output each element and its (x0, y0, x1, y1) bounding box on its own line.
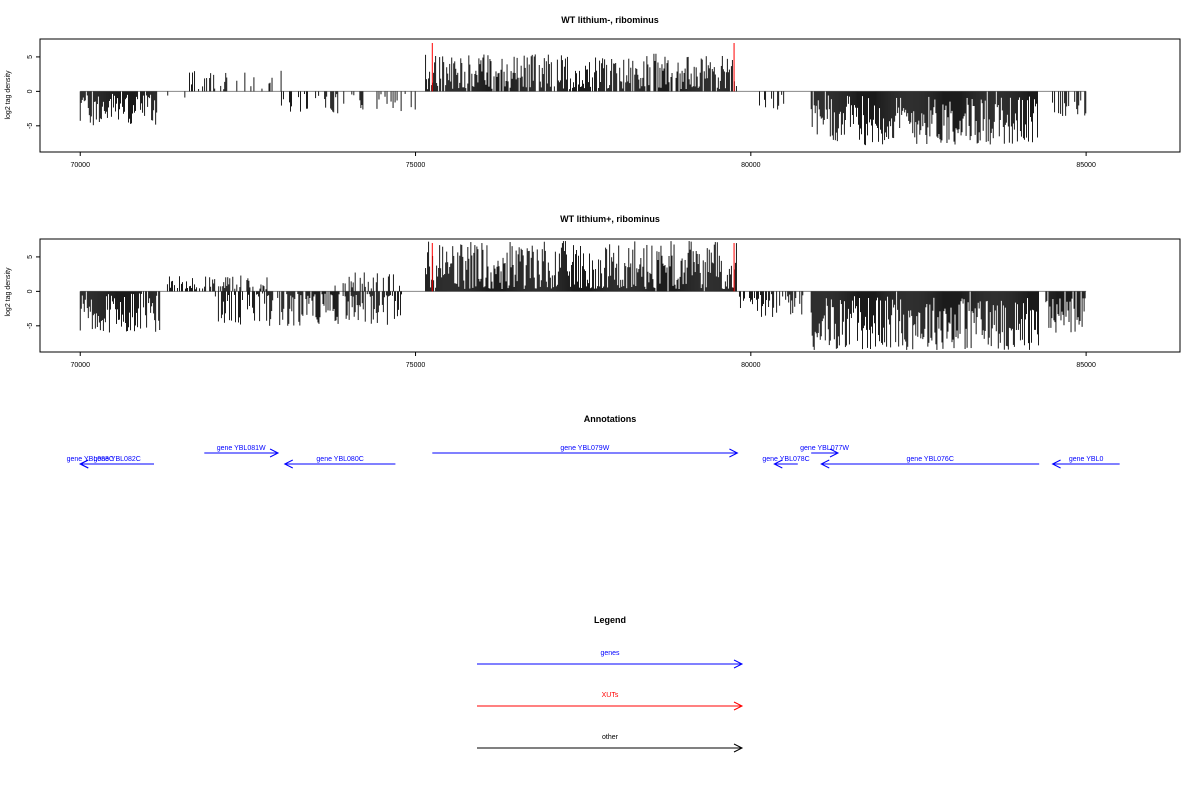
gene-label: gene YBL081W (217, 445, 266, 452)
gene-label: gene YBL0 (1069, 456, 1104, 463)
x-tick-label: 85000 (1076, 362, 1096, 369)
y-tick-label: -5 (27, 123, 34, 129)
gene-label: gene YBL082C (93, 456, 140, 463)
x-tick-label: 70000 (71, 162, 91, 169)
track-panel-lithium-plus: WT lithium+, ribominus log2 tag density … (5, 214, 1181, 369)
gene-arrow: gene YBL080C (283, 456, 396, 469)
panel-title: WT lithium+, ribominus (560, 214, 660, 224)
gene-label: gene YBL076C (907, 456, 954, 463)
legend-items: genes XUTs other (477, 650, 744, 753)
track-panel-lithium-minus: WT lithium-, ribominus log2 tag density … (5, 15, 1181, 169)
x-tick-label: 80000 (741, 162, 761, 169)
x-tick-label: 70000 (71, 362, 91, 369)
panel-title: WT lithium-, ribominus (561, 15, 659, 25)
y-tick-label: 5 (27, 55, 34, 59)
gene-label: gene YBL079W (560, 445, 609, 452)
legend-item: genes (477, 650, 744, 669)
annotations-title: Annotations (584, 414, 637, 424)
gene-arrow: gene YBL076C (820, 456, 1040, 469)
gene-label: gene YBL080C (316, 456, 363, 463)
x-tick-label: 85000 (1076, 162, 1096, 169)
gene-arrow: gene YBL079W (432, 445, 739, 458)
y-tick-label: 0 (27, 289, 34, 293)
gene-label: gene YBL083C (67, 456, 114, 463)
x-tick-label: 75000 (406, 362, 426, 369)
legend-title: Legend (594, 615, 626, 625)
gene-arrow: gene YBL078C (762, 456, 810, 469)
gene-label: gene YBL077W (800, 445, 849, 452)
legend-label: genes (600, 650, 620, 657)
gene-label: gene YBL078C (762, 456, 809, 463)
axes: 70000 75000 80000 85000 -5 0 5 (27, 55, 1096, 169)
legend-item: other (477, 734, 744, 753)
y-axis-label: log2 tag density (5, 70, 12, 120)
gene-arrow: gene YBL077W (800, 445, 849, 458)
y-tick-label: 5 (27, 255, 34, 259)
legend-label: XUTs (602, 692, 619, 699)
y-tick-label: -5 (27, 323, 34, 329)
gene-arrow: gene YBL081W (204, 445, 280, 458)
gene-arrow: gene YBL082C (79, 456, 154, 469)
x-tick-label: 80000 (741, 362, 761, 369)
x-tick-label: 75000 (406, 162, 426, 169)
legend: Legend genes XUTs other (477, 615, 744, 753)
legend-label: other (602, 734, 619, 741)
gene-arrow: gene YBL0 (1051, 456, 1120, 469)
density-bars (79, 241, 1087, 350)
density-bars (79, 43, 1087, 146)
y-tick-label: 0 (27, 89, 34, 93)
y-axis-label: log2 tag density (5, 267, 12, 317)
axes: 70000 75000 80000 85000 -5 0 5 (27, 255, 1096, 369)
legend-item: XUTs (477, 692, 744, 711)
